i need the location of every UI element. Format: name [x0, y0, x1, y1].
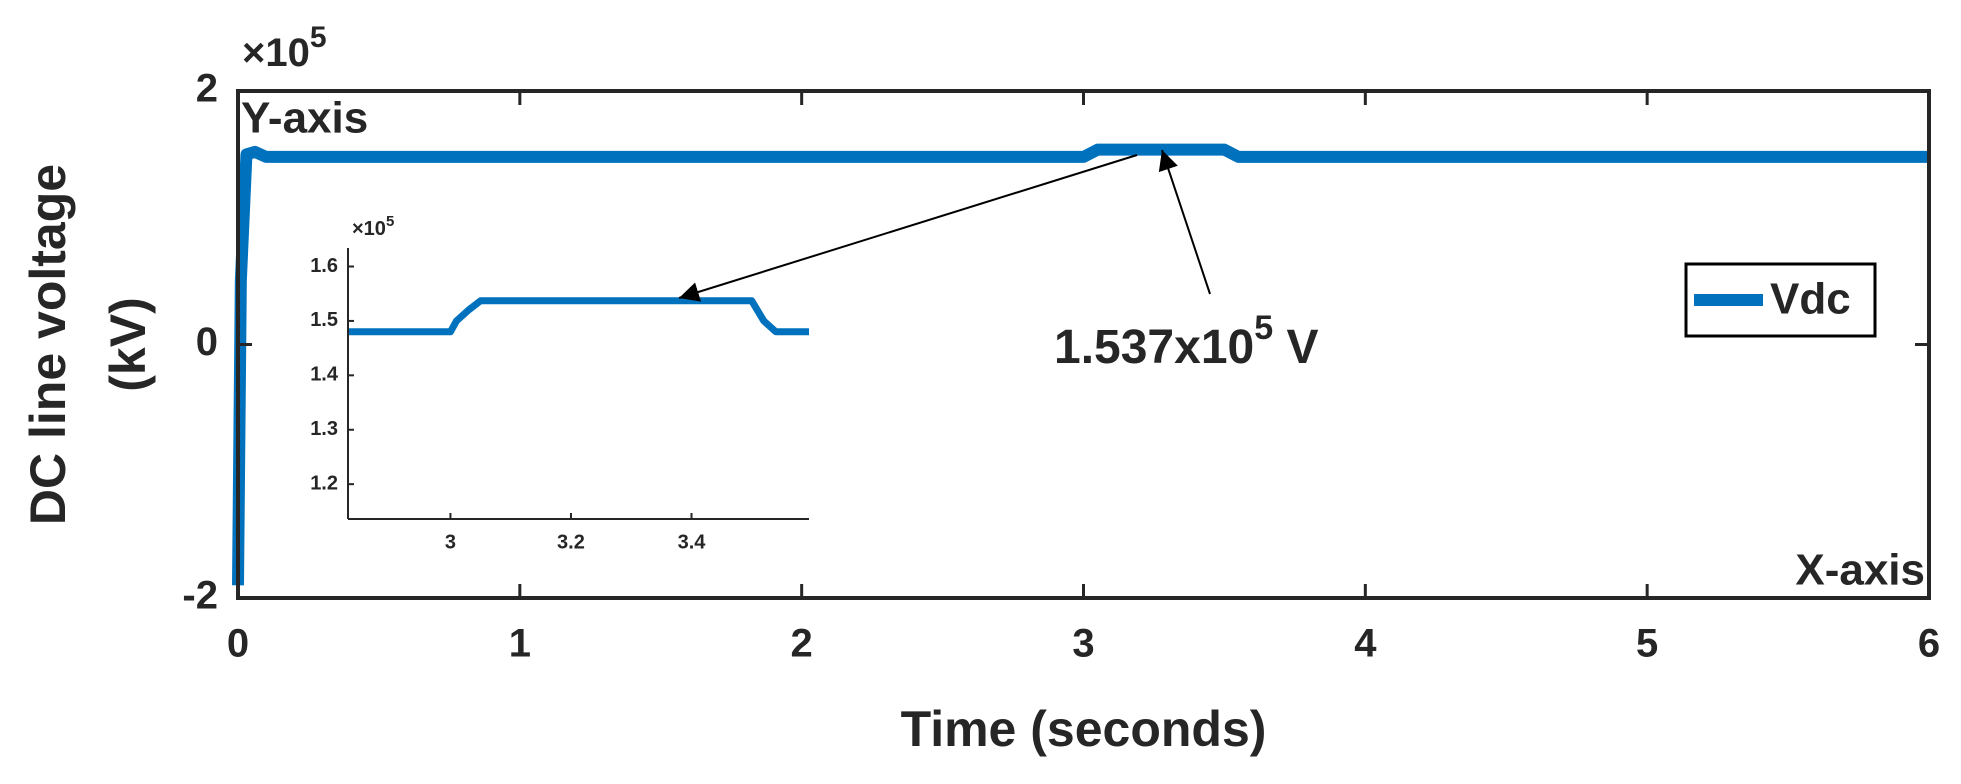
y-tick-label: 1.2	[310, 472, 338, 494]
data-line	[232, 143, 1929, 586]
annotation-exponent: 5	[1254, 309, 1273, 347]
y-tick-label: 1.5	[310, 309, 338, 331]
multiplier-base: ×10	[242, 31, 310, 75]
plot-area	[348, 248, 809, 519]
annotation-arrow	[1158, 149, 1211, 295]
x-tick-label: 0	[227, 622, 249, 666]
y-axis-title: (kV)	[100, 297, 156, 391]
y-tick-label: 1.3	[310, 418, 338, 440]
y-multiplier: ×105	[352, 213, 394, 240]
y-tick-label: 2	[196, 67, 218, 111]
y-tick-label: 0	[196, 320, 218, 364]
annotation-suffix: V	[1273, 321, 1318, 374]
y-tick-label: -2	[182, 574, 218, 618]
x-tick-label: 6	[1918, 622, 1940, 666]
x-axis-title: Time (seconds)	[901, 701, 1267, 757]
x-tick-label: 2	[791, 622, 813, 666]
multiplier-exponent: 5	[386, 213, 394, 230]
y-tick-label: 1.4	[310, 364, 339, 386]
legend-box	[1684, 262, 1877, 338]
x-tick-label: 5	[1636, 622, 1658, 666]
x-tick-label: 4	[1354, 622, 1377, 666]
multiplier-exponent: 5	[310, 21, 327, 54]
x-tick-label: 3.4	[678, 531, 707, 553]
x-tick-label: 3	[1072, 622, 1094, 666]
y-corner-label: Y-axis	[241, 94, 368, 143]
multiplier-base: ×10	[352, 218, 386, 240]
legend-label: Vdc	[1770, 275, 1851, 324]
annotation: 1.537x105 V	[1054, 309, 1318, 374]
y-axis-title: DC line voltage	[20, 164, 76, 525]
data-line	[348, 297, 809, 336]
annotation-text: 1.537x10	[1054, 321, 1254, 374]
x-tick-label: 3.2	[557, 531, 585, 553]
x-tick-label: 1	[509, 622, 531, 666]
x-corner-label: X-axis	[1795, 546, 1925, 595]
y-multiplier: ×105	[242, 21, 327, 75]
inset-arrow	[678, 154, 1138, 302]
x-tick-label: 3	[445, 531, 456, 553]
y-tick-label: 1.6	[310, 255, 338, 277]
